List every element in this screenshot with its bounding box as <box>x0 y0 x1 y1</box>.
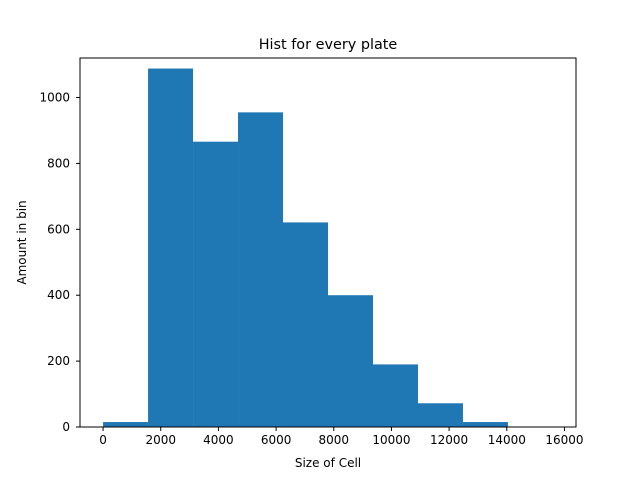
x-tick-label: 12000 <box>430 433 468 447</box>
histogram-bar <box>462 422 508 427</box>
histogram-bar <box>372 364 418 427</box>
y-tick-label: 200 <box>47 354 70 368</box>
x-axis: 0 2000 4000 6000 8000 10000 12000 14000 16000 <box>99 427 584 447</box>
x-tick-label: 2000 <box>145 433 176 447</box>
histogram-bar <box>283 222 328 427</box>
x-tick-label: 14000 <box>488 433 526 447</box>
x-axis-title: Size of Cell <box>295 456 361 470</box>
x-tick-label: 6000 <box>261 433 292 447</box>
y-tick-label: 1000 <box>39 91 70 105</box>
y-tick-label: 800 <box>47 156 70 170</box>
x-tick-label: 16000 <box>545 433 583 447</box>
histogram-bar <box>103 422 149 427</box>
y-axis-title: Amount in bin <box>15 200 29 284</box>
bars-group <box>103 68 508 428</box>
x-tick-label: 4000 <box>203 433 234 447</box>
chart-title: Hist for every plate <box>259 37 398 53</box>
histogram-bar <box>193 141 239 427</box>
x-tick-label: 0 <box>99 433 107 447</box>
histogram-bar <box>328 295 373 427</box>
histogram-bar <box>417 403 463 427</box>
y-tick-label: 600 <box>47 222 70 236</box>
histogram-bar <box>238 112 284 428</box>
x-tick-label: 10000 <box>372 433 410 447</box>
y-axis: 0 200 400 600 800 1000 <box>39 91 80 434</box>
x-tick-label: 8000 <box>318 433 349 447</box>
histogram-bar <box>148 68 194 427</box>
y-tick-label: 0 <box>62 420 70 434</box>
plot-frame <box>79 57 577 428</box>
y-tick-label: 400 <box>47 288 70 302</box>
